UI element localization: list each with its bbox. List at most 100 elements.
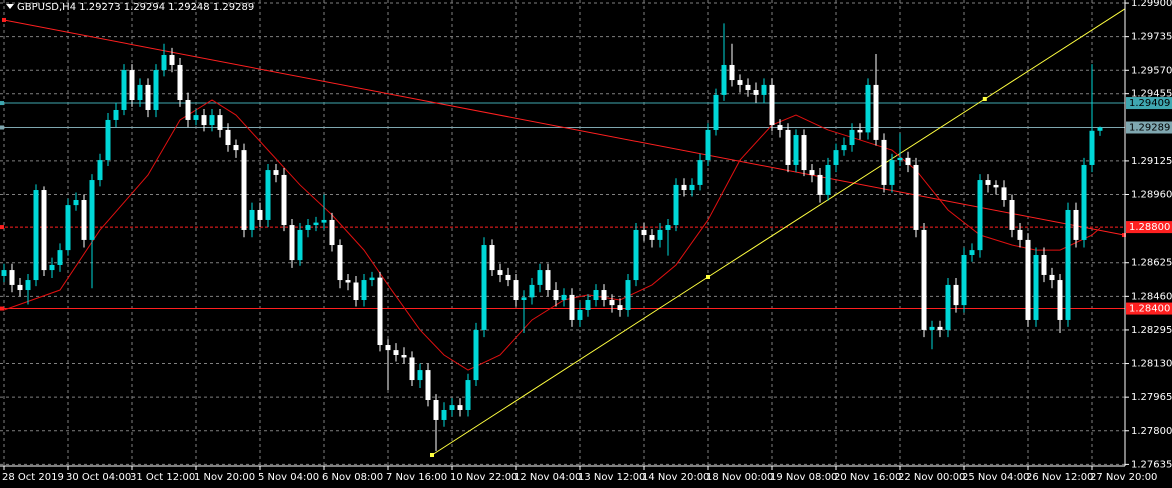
candle-body <box>969 250 975 255</box>
candle-body <box>713 94 719 130</box>
y-tick-label: 1.28460 <box>1131 291 1172 302</box>
candle-body <box>889 160 895 185</box>
candle-body <box>937 326 943 330</box>
candle-body <box>665 225 671 230</box>
candle-body <box>169 54 175 65</box>
candle-body <box>961 254 967 306</box>
candle-body <box>225 129 231 146</box>
candle-body <box>601 290 607 301</box>
candle-body <box>993 184 999 188</box>
candle-body <box>17 284 23 291</box>
candle-body <box>465 380 471 410</box>
candle-body <box>921 229 927 330</box>
candle-body <box>929 326 935 330</box>
candle-body <box>561 294 567 301</box>
candle-body <box>1081 164 1087 240</box>
candle-body <box>609 300 615 306</box>
level-label-box <box>1126 121 1172 134</box>
candle-body <box>705 129 711 161</box>
candle-body <box>361 280 367 301</box>
candle-body <box>457 405 463 410</box>
candle-body <box>857 129 863 133</box>
candle-body <box>185 100 191 120</box>
candle-body <box>817 174 823 195</box>
y-tick-label: 1.29125 <box>1131 156 1172 167</box>
x-tick-label: 10 Nov 22:00 <box>450 472 517 483</box>
level-label-box <box>1126 221 1172 234</box>
candle-body <box>273 170 279 175</box>
candle-body <box>265 170 271 220</box>
trendline-anchor <box>1122 233 1126 238</box>
candle-body <box>241 150 247 230</box>
candle-body <box>657 229 663 240</box>
candle-body <box>1009 200 1015 230</box>
candle-body <box>537 270 543 285</box>
trendline-anchor <box>982 96 987 101</box>
candle-body <box>633 229 639 281</box>
y-tick-label: 1.29455 <box>1131 89 1172 100</box>
candle-body <box>873 84 879 140</box>
candle-body <box>985 180 991 185</box>
candle-body <box>121 70 127 110</box>
level-label: 1.29289 <box>1129 122 1170 133</box>
candle-body <box>577 309 583 320</box>
candle-body <box>897 157 903 161</box>
candle-body <box>113 109 119 120</box>
candle-body <box>585 300 591 310</box>
x-tick-label: 12 Nov 04:00 <box>514 472 581 483</box>
candle-body <box>1073 209 1079 240</box>
candle-body <box>145 84 151 110</box>
candle-body <box>201 115 207 126</box>
candle-body <box>945 284 951 330</box>
candle-body <box>761 84 767 95</box>
candle-body <box>593 290 599 301</box>
candle-body <box>369 277 375 281</box>
candle-body <box>737 80 743 85</box>
candle-body <box>441 409 447 420</box>
candle-body <box>257 209 263 220</box>
x-tick-label: 1 Nov 20:00 <box>194 472 255 483</box>
candle-body <box>337 245 343 281</box>
y-tick-label: 1.28130 <box>1131 359 1172 370</box>
candle-body <box>809 170 815 175</box>
trendline-anchor <box>430 453 434 458</box>
candle-body <box>449 405 455 410</box>
candle-body <box>393 350 399 355</box>
level-marker <box>0 125 4 130</box>
candle-body <box>177 64 183 101</box>
candle-body <box>529 284 535 298</box>
x-tick-label: 20 Nov 16:00 <box>834 472 901 483</box>
candle-body <box>1065 209 1071 320</box>
trendline <box>3 19 1125 236</box>
candle-body <box>521 297 527 301</box>
axes <box>0 0 1126 467</box>
candle-body <box>569 294 575 320</box>
candle-body <box>409 357 415 381</box>
candle-body <box>753 90 759 95</box>
candle-body <box>49 264 55 271</box>
level-marker <box>0 306 4 311</box>
candle-body <box>41 190 47 271</box>
candle-body <box>89 180 95 240</box>
candle-body <box>825 164 831 195</box>
candle-body <box>769 84 775 126</box>
candle-body <box>161 54 167 71</box>
candle-body <box>497 270 503 275</box>
candle-body <box>841 145 847 151</box>
candle-body <box>489 245 495 271</box>
candle-body <box>625 280 631 310</box>
candle-body <box>401 354 407 358</box>
candle-body <box>217 115 223 130</box>
candle-body <box>249 209 255 230</box>
candle-body <box>505 274 511 281</box>
y-tick-label: 1.27635 <box>1131 459 1172 470</box>
candle-body <box>721 64 727 95</box>
candle-body <box>81 200 87 240</box>
chart-title: GBPUSD,H4 1.29273 1.29294 1.29248 1.2928… <box>17 2 254 13</box>
candle-body <box>905 157 911 165</box>
candle-body <box>745 84 751 91</box>
level-label-box <box>1126 97 1172 110</box>
